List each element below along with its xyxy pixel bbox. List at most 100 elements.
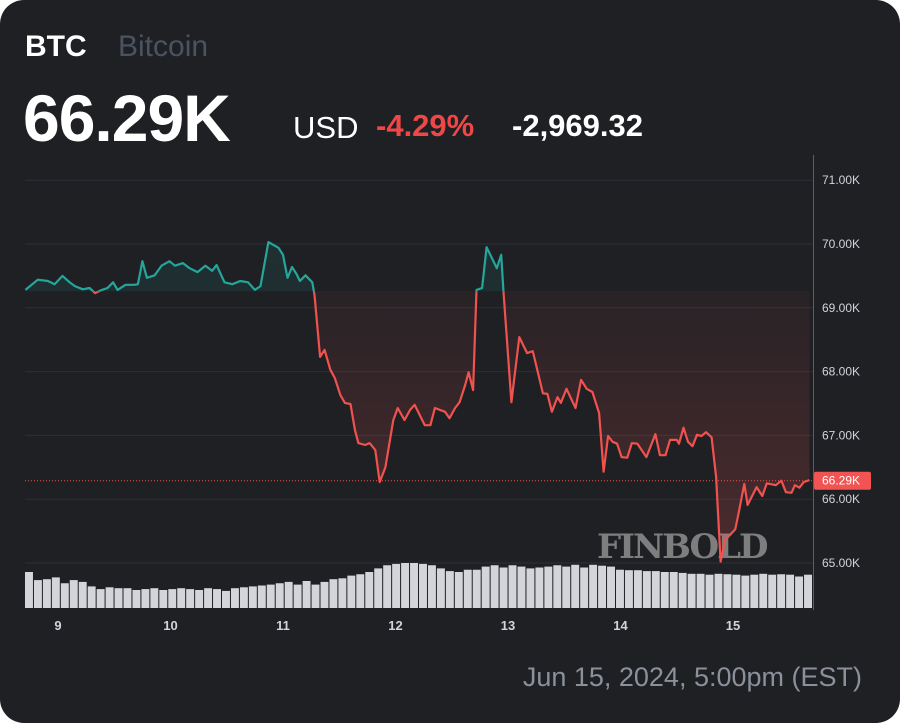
volume-bar (472, 569, 481, 608)
y-tick-label: 65.00K (822, 556, 860, 570)
x-tick-label: 13 (501, 618, 515, 633)
volume-bar (777, 574, 786, 608)
volume-bar (222, 590, 230, 608)
volume-bar (168, 589, 177, 608)
volume-bar (750, 574, 759, 608)
volume-bar (454, 572, 463, 608)
volume-bar (660, 572, 669, 608)
volume-bar (383, 565, 392, 608)
symbol: BTC (25, 30, 87, 63)
x-tick-label: 12 (388, 618, 402, 633)
volume-bar (105, 587, 114, 608)
timestamp: Jun 15, 2024, 5:00pm (EST) (522, 662, 862, 692)
volume-bar (302, 581, 311, 608)
x-tick-label: 14 (613, 618, 628, 633)
volume-bar (257, 585, 266, 608)
y-tick-label: 70.00K (822, 237, 860, 251)
x-tick-label: 11 (276, 618, 290, 633)
price-series (24, 241, 813, 563)
volume-bar (96, 589, 105, 608)
volume-bar (248, 586, 257, 608)
x-tick-label: 15 (726, 618, 740, 633)
volume-bar (69, 580, 78, 608)
volume-bar (213, 589, 221, 608)
volume-bar (714, 573, 723, 608)
volume-bar (732, 574, 741, 608)
volume-bar (705, 574, 714, 608)
volume-bar (186, 589, 195, 608)
volume-bar (804, 574, 812, 608)
volume-bar (526, 568, 535, 608)
volume-bar (320, 581, 329, 608)
x-tick-label: 9 (54, 618, 61, 633)
volume-bar (356, 574, 365, 608)
current-price: 66.29K (23, 81, 231, 155)
volume-bar (293, 584, 302, 608)
volume-bar (87, 586, 96, 608)
volume-bar (795, 576, 804, 608)
y-tick-label: 66.00K (822, 492, 860, 506)
volume-bars (25, 563, 812, 608)
volume-bar (616, 569, 624, 608)
volume-bar (678, 572, 687, 608)
volume-bar (401, 563, 410, 608)
volume-bar (768, 574, 777, 608)
currency: USD (293, 110, 359, 145)
volume-bar (177, 588, 186, 608)
volume-bar (562, 566, 571, 608)
volume-bar (275, 583, 284, 608)
volume-bar (132, 590, 141, 608)
volume-bar (571, 564, 580, 608)
volume-bar (589, 564, 598, 608)
volume-bar (696, 573, 705, 608)
volume-bar (284, 581, 293, 608)
x-tick-label: 10 (163, 618, 177, 633)
volume-bar (33, 580, 42, 608)
volume-bar (78, 581, 87, 608)
volume-bar (535, 567, 544, 608)
volume-bar (669, 572, 678, 608)
volume-bar (239, 587, 248, 608)
volume-bar (786, 574, 795, 608)
volume-bar (427, 565, 436, 608)
volume-bar (374, 568, 383, 608)
volume-bar (392, 563, 401, 608)
volume-bar (642, 571, 651, 608)
volume-bar (463, 569, 472, 608)
volume-bar (266, 584, 275, 608)
volume-bar (25, 572, 33, 608)
volume-bar (150, 588, 159, 608)
volume-bar (51, 577, 60, 608)
y-tick-label: 69.00K (822, 301, 860, 315)
volume-bar (195, 590, 204, 608)
last-price-label: 66.29K (822, 474, 860, 488)
volume-bar (338, 578, 347, 608)
finbold-watermark: FINBOLD (597, 527, 768, 567)
volume-bar (204, 588, 213, 608)
volume-bar (347, 575, 356, 608)
volume-bar (141, 589, 150, 608)
volume-bar (580, 567, 589, 608)
volume-bar (544, 566, 553, 608)
volume-bar (60, 583, 69, 608)
volume-bar (481, 566, 490, 608)
volume-bar (741, 575, 750, 608)
volume-bar (598, 565, 607, 608)
volume-bar (114, 588, 123, 608)
volume-bar (633, 570, 642, 608)
volume-bar (365, 572, 374, 608)
volume-bar (329, 579, 338, 608)
volume-bar (517, 566, 526, 608)
change-percent: -4.29% (376, 108, 475, 143)
volume-bar (230, 588, 239, 608)
volume-bar (651, 571, 660, 608)
volume-bar (311, 584, 320, 608)
volume-bar (436, 568, 445, 608)
volume-bar (508, 565, 517, 608)
volume-bar (687, 573, 696, 608)
volume-bar (410, 563, 418, 608)
volume-bar (624, 570, 633, 608)
axes: 65.00K 66.00K 67.00K 68.00K 69.00K 70.00K 71.0… (54, 155, 871, 633)
volume-bar (159, 590, 168, 608)
y-tick-label: 67.00K (822, 428, 860, 442)
